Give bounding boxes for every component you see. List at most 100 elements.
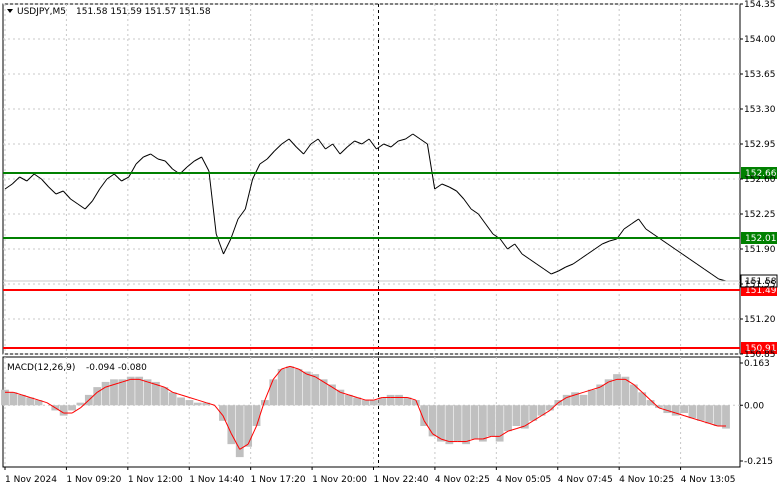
signal-segment: [532, 415, 542, 422]
signal-segment: [650, 399, 660, 409]
price-segment: [295, 146, 304, 155]
macd-bar: [202, 402, 211, 406]
price-segment: [186, 160, 195, 168]
macd-y-tick-label: -0.215: [744, 457, 773, 467]
ohlc-values: 151.58 151.59 151.57 151.58: [76, 7, 211, 17]
price-segment: [368, 138, 377, 150]
price-segment: [376, 143, 384, 150]
macd-bar: [713, 405, 722, 426]
macd-values: -0.094 -0.080: [86, 363, 147, 373]
y-tick-label: 152.25: [744, 210, 776, 220]
price-segment: [194, 156, 202, 162]
macd-bar: [319, 379, 328, 406]
price-segment: [266, 150, 275, 160]
signal-segment: [13, 391, 22, 396]
price-segment: [70, 198, 79, 205]
signal-segment: [222, 415, 232, 434]
price-segment: [412, 133, 421, 140]
macd-bar: [638, 392, 647, 406]
macd-bar: [437, 405, 445, 442]
signal-segment: [172, 391, 182, 396]
macd-bar: [629, 384, 638, 406]
x-tick-label: 4 Nov 05:05: [496, 475, 551, 485]
macd-bar: [378, 397, 387, 406]
price-segment: [587, 248, 596, 255]
current-price-label: 151.58: [745, 277, 777, 287]
price-segment: [696, 263, 705, 270]
macd-bar: [395, 394, 403, 406]
macd-bar: [168, 392, 177, 406]
signal-segment: [675, 412, 685, 417]
signal-segment: [683, 415, 693, 419]
price-segment: [106, 173, 115, 180]
y-tick-label: 152.60: [744, 175, 776, 185]
macd-bar: [462, 405, 471, 445]
macd-bar: [361, 400, 370, 406]
price-segment: [470, 208, 479, 215]
price-segment: [638, 218, 647, 230]
macd-bar: [353, 397, 362, 406]
price-segment: [580, 253, 588, 260]
macd-bar: [613, 374, 621, 406]
price-segment: [594, 243, 603, 250]
macd-bar: [336, 389, 345, 406]
price-segment: [703, 268, 712, 275]
signal-segment: [482, 435, 492, 440]
signal-segment: [415, 399, 425, 422]
price-segment: [689, 258, 698, 265]
signal-segment: [692, 417, 701, 422]
signal-segment: [281, 365, 291, 370]
price-segment: [62, 190, 71, 200]
signal-segment: [566, 394, 576, 398]
macd-bar: [244, 405, 253, 447]
x-tick-label: 4 Nov 13:05: [681, 475, 736, 485]
macd-bar: [219, 405, 227, 421]
macd-bar: [193, 402, 202, 406]
x-tick-label: 1 Nov 09:20: [66, 475, 121, 485]
price-segment: [237, 208, 246, 220]
level-price-tag: [741, 342, 777, 354]
chart-header: USDJPY,M5 151.58 151.59 151.57 151.58: [7, 7, 211, 17]
macd-bar: [671, 405, 680, 416]
signal-segment: [105, 384, 115, 388]
signal-segment: [247, 425, 257, 445]
macd-bar: [252, 405, 261, 426]
macd-bar: [118, 379, 127, 406]
signal-segment: [230, 433, 241, 450]
signal-segment: [264, 379, 274, 401]
x-tick-label: 1 Nov 14:40: [189, 475, 244, 485]
macd-bar: [579, 394, 588, 406]
signal-segment: [709, 422, 718, 427]
price-segment: [121, 176, 130, 182]
signal-segment: [256, 399, 266, 427]
price-segment: [536, 263, 545, 270]
signal-segment: [641, 391, 651, 401]
signal-segment: [340, 391, 349, 396]
macd-bar: [160, 387, 169, 406]
price-segment: [208, 170, 217, 235]
signal-segment: [658, 407, 668, 411]
macd-bar: [546, 405, 554, 411]
macd-bar: [646, 400, 655, 406]
signal-segment: [423, 420, 433, 435]
macd-bar: [428, 405, 437, 437]
price-segment: [682, 253, 690, 260]
price-segment: [252, 163, 261, 180]
macd-bar: [76, 402, 85, 406]
macd-bar: [688, 405, 697, 419]
macd-bar: [369, 400, 378, 406]
level-price-tag: [741, 167, 777, 179]
y-tick-label: 154.35: [744, 0, 776, 10]
macd-bar: [411, 400, 420, 406]
signal-segment: [323, 381, 333, 388]
price-segment: [91, 188, 101, 202]
macd-bar: [420, 405, 429, 426]
signal-segment: [549, 402, 559, 411]
dropdown-arrow-icon[interactable]: [7, 9, 13, 13]
x-tick-label: 1 Nov 17:20: [251, 475, 306, 485]
signal-segment: [633, 384, 643, 393]
price-segment: [631, 218, 639, 225]
signal-segment: [138, 378, 148, 383]
macd-y-tick-label: 0.00: [744, 401, 764, 411]
